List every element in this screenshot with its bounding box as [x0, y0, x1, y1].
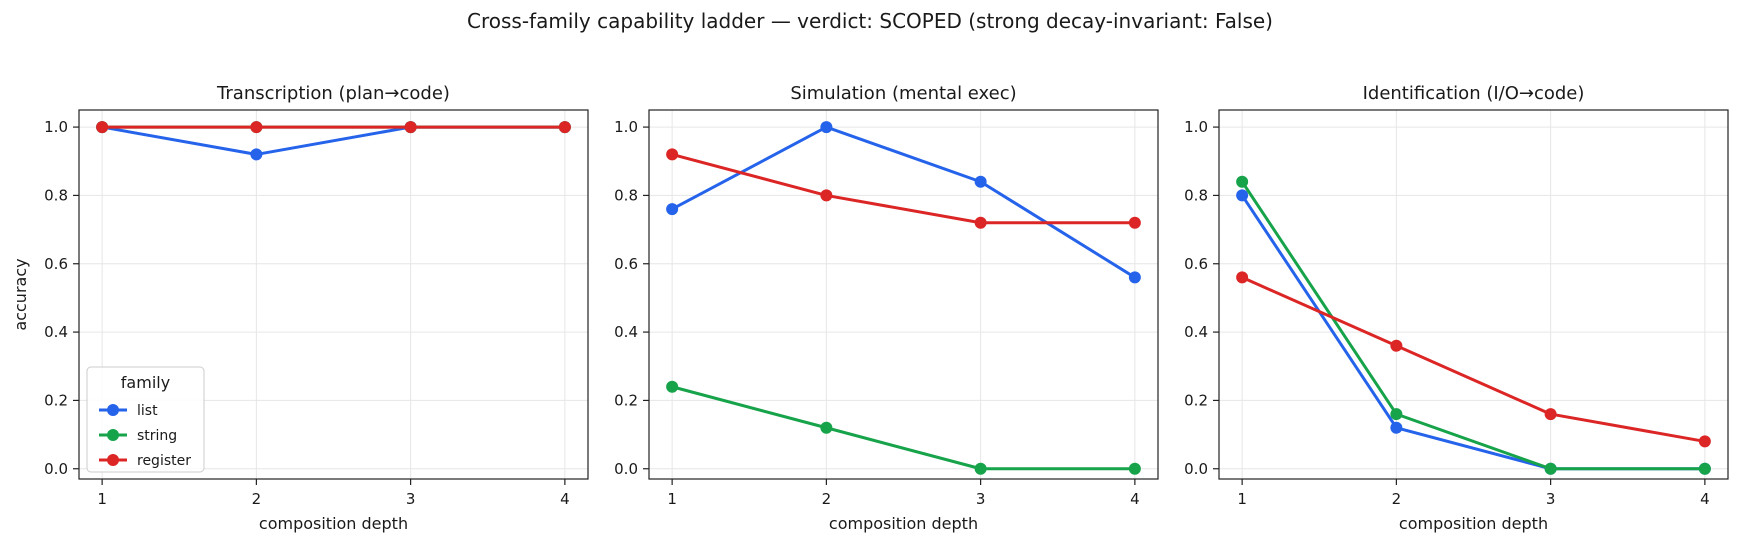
data-point-register — [1236, 271, 1249, 284]
x-tick-label: 1 — [667, 490, 677, 508]
y-tick-label: 0.4 — [1184, 323, 1208, 341]
y-tick-label: 1.0 — [1184, 118, 1208, 136]
data-point-string — [1128, 462, 1141, 475]
data-point-register — [666, 148, 679, 161]
legend-label-string: string — [137, 428, 177, 444]
y-tick-label: 0.8 — [44, 186, 68, 204]
series-line-register — [670, 152, 1137, 225]
data-point-register — [820, 189, 833, 202]
legend-marker-register — [107, 454, 119, 466]
data-point-string — [820, 421, 833, 434]
y-tick-label: 1.0 — [44, 118, 68, 136]
data-point-list — [974, 175, 987, 188]
data-point-string — [974, 462, 987, 475]
data-point-register — [250, 121, 263, 134]
series-line-list — [100, 125, 567, 156]
data-point-register — [96, 121, 109, 134]
legend-title: family — [121, 373, 170, 392]
legend-marker-string — [107, 429, 119, 441]
panel-2: 1 2 3 4 0.0 0.2 0.4 0.6 0.8 1.0 Simulation (mental… — [614, 83, 1159, 533]
data-point-list — [1390, 421, 1403, 434]
legend-box — [86, 366, 205, 473]
data-point-register — [1128, 216, 1141, 229]
x-tick-label: 3 — [976, 490, 986, 508]
x-tick-label: 1 — [1237, 490, 1247, 508]
x-axis-label: composition depth — [1399, 514, 1548, 533]
axes-frame — [1218, 109, 1729, 480]
data-point-list — [820, 121, 833, 134]
data-point-list — [666, 203, 679, 216]
panel-3: 1 2 3 4 0.0 0.2 0.4 0.6 0.8 1.0 Identification (I/… — [1184, 83, 1729, 533]
legend-marker-list — [107, 404, 119, 416]
x-axis-label: composition depth — [829, 514, 978, 533]
x-tick-label: 2 — [822, 490, 832, 508]
data-point-register — [404, 121, 417, 134]
y-tick-label: 0.2 — [1184, 391, 1208, 409]
y-axis-label: accuracy — [11, 258, 30, 330]
axes-frame — [648, 109, 1159, 480]
x-tick-label: 3 — [1546, 490, 1556, 508]
x-tick-label: 4 — [1130, 490, 1140, 508]
axes-frame — [78, 109, 589, 480]
x-tick-label: 2 — [1392, 490, 1402, 508]
y-tick-label: 0.0 — [1184, 460, 1208, 478]
x-tick-label: 4 — [560, 490, 570, 508]
y-tick-label: 0.6 — [1184, 255, 1208, 273]
y-tick-label: 0.4 — [44, 323, 68, 341]
y-tick-label: 0.0 — [44, 460, 68, 478]
x-tick-label: 1 — [97, 490, 107, 508]
y-tick-label: 0.6 — [44, 255, 68, 273]
x-axis-label: composition depth — [259, 514, 408, 533]
panels: 1 2 3 4 0.0 0.2 0.4 0.6 0.8 1.0 Transcription (pla… — [11, 83, 1729, 533]
x-tick-label: 4 — [1700, 490, 1710, 508]
legend-label-register: register — [137, 453, 191, 469]
data-point-string — [1698, 462, 1711, 475]
data-point-string — [1236, 175, 1249, 188]
data-point-list — [1236, 189, 1249, 202]
series-line-string — [670, 385, 1137, 471]
panel-title: Simulation (mental exec) — [790, 83, 1016, 104]
data-point-register — [1544, 408, 1557, 421]
series-line-register — [1240, 275, 1707, 443]
data-point-register — [558, 121, 571, 134]
series-line-list — [670, 125, 1137, 279]
x-tick-label: 3 — [406, 490, 416, 508]
panel-1: 1 2 3 4 0.0 0.2 0.4 0.6 0.8 1.0 Transcription (pla… — [11, 83, 589, 533]
y-tick-label: 0.2 — [44, 391, 68, 409]
y-tick-label: 0.2 — [614, 391, 638, 409]
y-tick-label: 0.0 — [614, 460, 638, 478]
data-point-string — [1544, 462, 1557, 475]
data-point-list — [1128, 271, 1141, 284]
data-point-register — [1698, 435, 1711, 448]
panel-title: Transcription (plan→code) — [216, 83, 450, 104]
panel-title: Identification (I/O→code) — [1363, 83, 1585, 104]
data-point-register — [974, 216, 987, 229]
y-tick-label: 1.0 — [614, 118, 638, 136]
legend: family list string register — [86, 366, 205, 473]
y-tick-label: 0.8 — [1184, 186, 1208, 204]
y-tick-label: 0.8 — [614, 186, 638, 204]
data-point-register — [1390, 339, 1403, 352]
data-point-list — [250, 148, 263, 161]
legend-label-list: list — [137, 403, 158, 419]
data-point-string — [1390, 408, 1403, 421]
data-point-string — [666, 380, 679, 393]
y-tick-label: 0.6 — [614, 255, 638, 273]
figure-title: Cross-family capability ladder — verdict… — [467, 9, 1273, 33]
series-line-string — [1240, 180, 1707, 471]
x-tick-label: 2 — [252, 490, 262, 508]
y-tick-label: 0.4 — [614, 323, 638, 341]
